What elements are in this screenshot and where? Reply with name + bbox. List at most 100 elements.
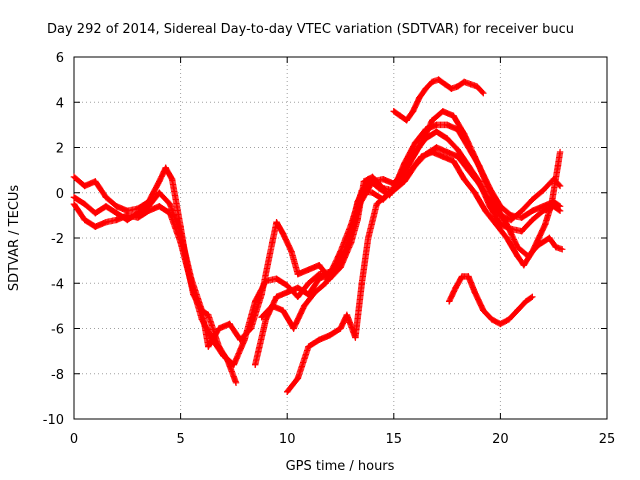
data-point [156, 203, 163, 210]
x-tick-label: 20 [492, 432, 509, 447]
data-point [503, 221, 510, 228]
data-point [315, 275, 323, 282]
data-point [273, 218, 280, 226]
data-point [548, 200, 555, 208]
data-point [343, 246, 351, 253]
data-point [450, 157, 457, 165]
data-point [284, 289, 291, 296]
data-point [343, 311, 351, 319]
data-point [433, 144, 440, 151]
data-point [428, 78, 436, 86]
data-point [446, 298, 453, 305]
data-point [443, 121, 451, 129]
data-point [305, 280, 312, 287]
x-tick-label: 5 [176, 432, 184, 447]
data-point [373, 200, 380, 208]
data-point [209, 336, 216, 344]
data-point [407, 157, 415, 165]
data-point [407, 166, 415, 174]
data-point [188, 280, 195, 287]
data-point [480, 90, 487, 97]
data-point [284, 282, 291, 289]
data-point [403, 117, 410, 124]
data-point [365, 175, 372, 183]
y-tick-label: -4 [51, 277, 64, 292]
x-tick-label: 10 [279, 432, 296, 447]
series-trace-7 [390, 76, 487, 124]
data-point [70, 200, 78, 208]
data-point [416, 94, 423, 101]
data-point [145, 207, 152, 215]
data-point [294, 375, 302, 382]
data-point [418, 139, 425, 147]
data-point [465, 273, 472, 280]
data-point [113, 203, 120, 210]
data-point [503, 234, 510, 242]
data-point [379, 175, 387, 183]
data-point [113, 216, 120, 224]
y-tick-label: 2 [56, 142, 64, 157]
data-point [156, 189, 163, 196]
data-point [294, 271, 302, 278]
data-point [492, 203, 500, 210]
data-point [435, 76, 442, 83]
data-point [177, 239, 184, 246]
data-point [220, 352, 227, 359]
data-point [441, 80, 449, 88]
data-point [514, 252, 521, 260]
data-point [168, 175, 176, 183]
data-point [279, 307, 287, 314]
data-point [262, 316, 270, 323]
data-point [390, 108, 397, 115]
data-point [535, 234, 542, 242]
data-point [467, 80, 474, 88]
data-point [386, 189, 393, 196]
data-point [269, 302, 276, 310]
data-point [124, 212, 131, 219]
data-point [102, 203, 110, 210]
data-point [279, 230, 287, 237]
data-point [315, 261, 323, 269]
data-point [305, 343, 312, 350]
data-point [473, 83, 481, 90]
data-point [396, 112, 404, 120]
data-point [518, 228, 525, 235]
data-point [134, 214, 142, 221]
data-point [81, 182, 88, 190]
data-point [252, 298, 259, 305]
data-point [518, 214, 525, 221]
data-point [294, 284, 302, 291]
data-point [520, 261, 528, 269]
data-point [539, 203, 547, 210]
grid [74, 57, 607, 419]
data-point [507, 212, 515, 219]
data-point [411, 139, 419, 147]
data-point [396, 180, 404, 187]
data-point [448, 85, 455, 92]
data-point [433, 121, 440, 129]
data-point [556, 182, 564, 190]
data-point [486, 203, 493, 210]
data-point [156, 178, 163, 185]
data-point [433, 128, 440, 135]
data-point [529, 248, 536, 255]
data-point [315, 336, 323, 344]
data-point [102, 218, 110, 226]
data-point [471, 189, 479, 196]
tick-labels: 0 5 10 15 20 25 -10 -8 -6 -4 -2 0 2 4 6 [43, 51, 616, 447]
x-tick-label: 25 [599, 432, 616, 447]
data-point [162, 164, 169, 172]
data-point [482, 207, 489, 215]
data-point [522, 298, 530, 305]
data-point [358, 280, 366, 287]
data-point [497, 320, 504, 328]
data-point [452, 284, 459, 291]
data-point [70, 194, 78, 201]
data-point [288, 248, 295, 255]
data-point [301, 302, 308, 310]
data-point [556, 203, 564, 210]
data-point [439, 108, 447, 115]
data-point [352, 334, 359, 341]
data-point [241, 336, 248, 344]
